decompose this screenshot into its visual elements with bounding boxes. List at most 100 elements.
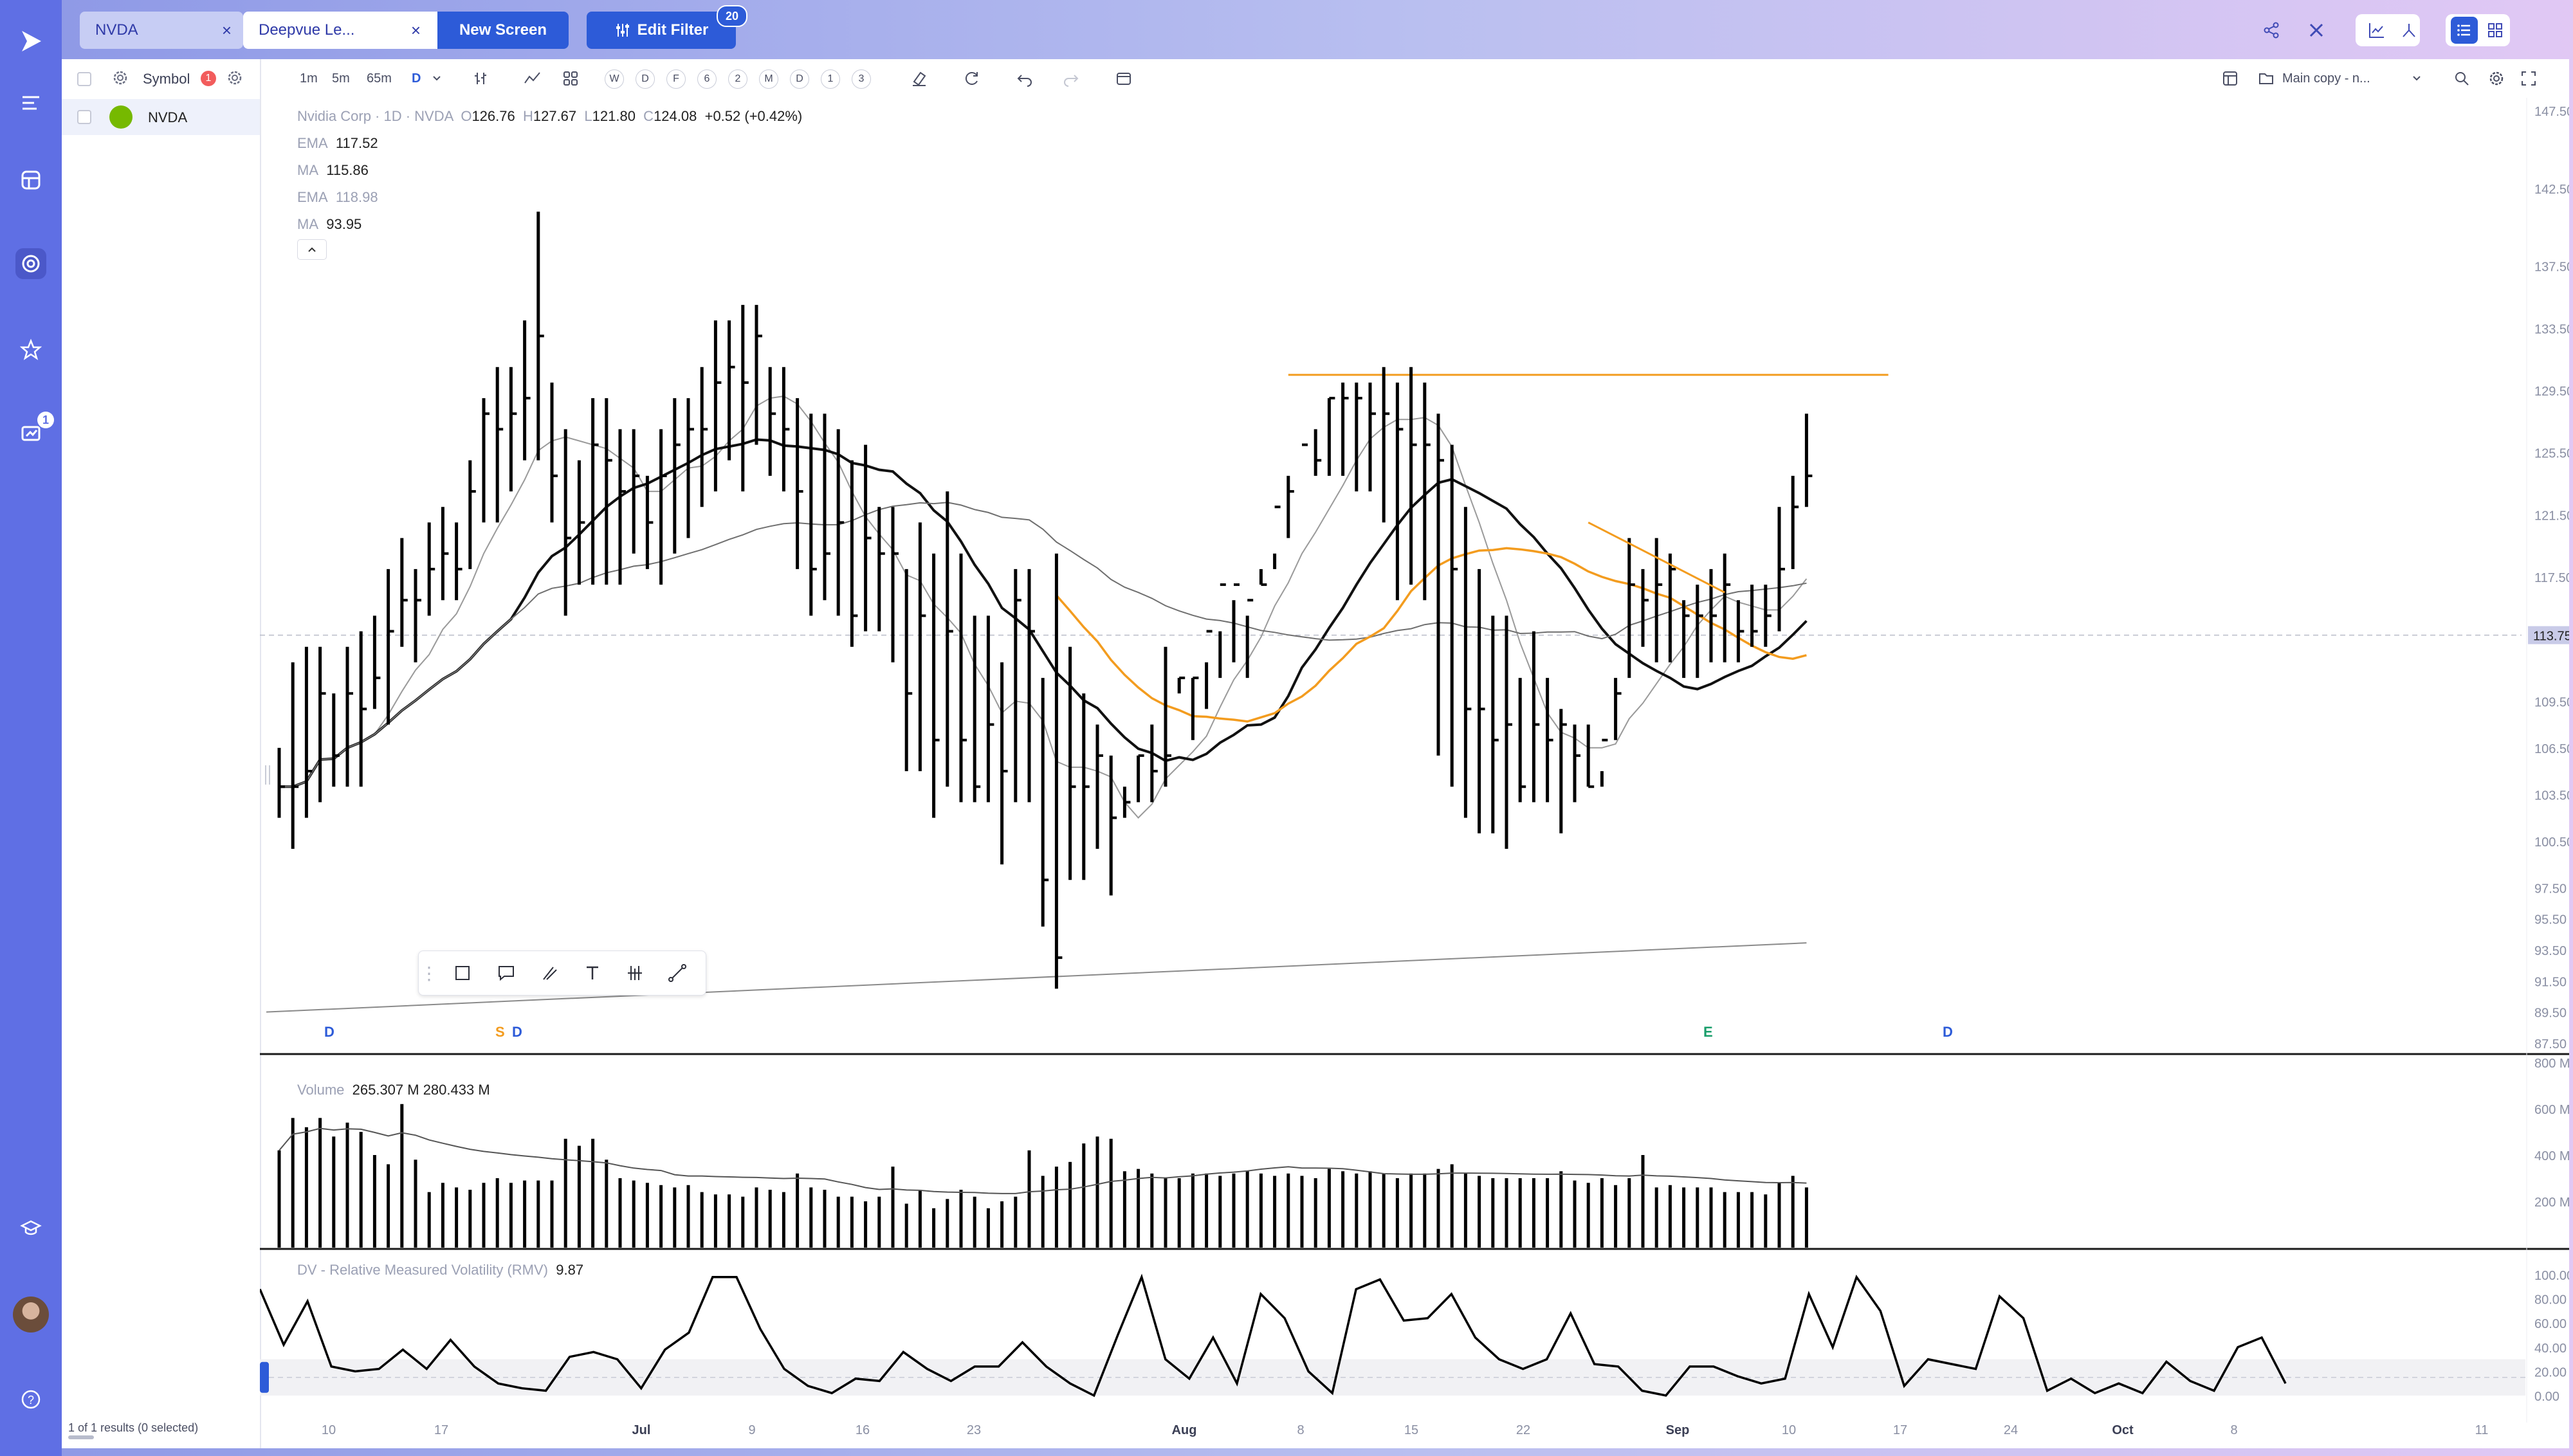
indicator-value: 118.98 bbox=[335, 189, 378, 205]
undo-icon[interactable] bbox=[1016, 69, 1033, 87]
volume-legend: Volume 265.307 M 280.433 M bbox=[297, 1082, 490, 1098]
price-axis-label: 100.50 bbox=[2534, 835, 2569, 850]
price-legend: Nvidia Corp · 1D · NVDA O126.76 H127.67 … bbox=[297, 108, 802, 125]
eraser-icon[interactable] bbox=[911, 69, 928, 87]
templates-icon[interactable] bbox=[562, 69, 579, 87]
time-axis-label: Aug bbox=[1172, 1423, 1197, 1437]
deepvue-logo-icon[interactable] bbox=[15, 26, 46, 57]
close-icon[interactable]: × bbox=[221, 20, 232, 40]
edit-filter-label: Edit Filter bbox=[637, 21, 709, 39]
close-icon[interactable]: × bbox=[410, 20, 421, 40]
zoom-search-icon[interactable] bbox=[2453, 69, 2470, 87]
volume-axis-label: 200 M bbox=[2534, 1196, 2569, 1210]
user-avatar[interactable] bbox=[13, 1297, 49, 1333]
main-content: Symbol 1 NVDA 1 of 1 results (0 selected… bbox=[62, 59, 2573, 1448]
text-icon[interactable] bbox=[580, 960, 605, 986]
time-axis-label: 8 bbox=[1297, 1423, 1304, 1437]
settings-icon[interactable] bbox=[112, 69, 129, 90]
rmv-axis-label: 60.00 bbox=[2534, 1317, 2567, 1331]
gear-icon[interactable] bbox=[2488, 69, 2505, 87]
edit-filter-button[interactable]: Edit Filter bbox=[587, 12, 736, 49]
symbol-list-panel: Symbol 1 NVDA 1 of 1 results (0 selected… bbox=[62, 59, 261, 1448]
callout-icon[interactable] bbox=[493, 960, 519, 986]
drag-handle-icon[interactable]: ⋮ bbox=[420, 963, 438, 983]
period-6[interactable]: 6 bbox=[697, 69, 717, 89]
chart-area[interactable]: 147.50 142.50 137.50 133.50 129.50 125.50 121.… bbox=[208, 98, 2573, 1448]
share-icon[interactable] bbox=[2258, 17, 2285, 44]
rmv-legend: DV - Relative Measured Volatility (RMV) … bbox=[297, 1262, 583, 1279]
chevron-up-icon bbox=[308, 247, 316, 252]
interval-1m[interactable]: 1m bbox=[300, 71, 318, 86]
event-marker: D bbox=[512, 1024, 522, 1040]
layout-name-dropdown[interactable]: Main copy - n... bbox=[2282, 71, 2370, 86]
watchlist-star-icon[interactable] bbox=[15, 334, 46, 365]
period-m[interactable]: M bbox=[759, 69, 778, 89]
interval-5m[interactable]: 5m bbox=[332, 71, 350, 86]
current-price-tag bbox=[2528, 626, 2573, 644]
period-2[interactable]: 2 bbox=[728, 69, 747, 89]
rmv-axis-label: 100.00 bbox=[2534, 1269, 2569, 1283]
period-w[interactable]: W bbox=[605, 69, 624, 89]
period-d2[interactable]: D bbox=[790, 69, 809, 89]
filter-sliders-icon bbox=[616, 24, 629, 37]
tab-nvda[interactable]: NVDA × bbox=[80, 12, 243, 49]
chart-tools-icon[interactable] bbox=[2395, 17, 2422, 44]
folder-icon[interactable] bbox=[2258, 69, 2275, 87]
row-checkbox[interactable] bbox=[77, 110, 91, 124]
education-icon[interactable] bbox=[15, 1213, 46, 1244]
line-chart-icon[interactable] bbox=[2363, 17, 2390, 44]
refresh-icon[interactable] bbox=[964, 69, 980, 87]
legend-change: +0.52 (+0.42%) bbox=[704, 108, 803, 124]
indicator-name: EMA bbox=[297, 135, 328, 151]
indicator-ma-1[interactable]: MA 115.86 bbox=[297, 162, 369, 179]
new-screen-button[interactable]: New Screen bbox=[437, 12, 569, 49]
indicator-ema-1[interactable]: EMA 117.52 bbox=[297, 135, 378, 152]
alerts-icon[interactable] bbox=[15, 418, 46, 449]
panel-resize-handle[interactable] bbox=[265, 765, 270, 785]
time-axis-label: 10 bbox=[1782, 1423, 1796, 1437]
tab-deepvue-label: Deepvue Le... bbox=[259, 21, 355, 39]
period-d[interactable]: D bbox=[636, 69, 655, 89]
x-social-icon[interactable] bbox=[2303, 17, 2330, 44]
period-1[interactable]: 1 bbox=[821, 69, 840, 89]
trendline-icon[interactable] bbox=[664, 960, 690, 986]
period-3[interactable]: 3 bbox=[852, 69, 871, 89]
horizontal-scrollbar[interactable] bbox=[68, 1435, 94, 1439]
time-axis-label: 10 bbox=[322, 1423, 336, 1437]
menu-icon[interactable] bbox=[15, 87, 46, 118]
column-settings-icon[interactable] bbox=[226, 69, 243, 90]
chart-toolbar: 1m 5m 65m D W D F 6 2 M D 1 3 bbox=[260, 59, 2569, 98]
chevron-down-icon[interactable] bbox=[2411, 69, 2422, 87]
bar-style-icon[interactable] bbox=[472, 69, 489, 87]
screener-icon[interactable] bbox=[15, 248, 46, 279]
redo-icon[interactable] bbox=[1063, 69, 1079, 87]
event-marker: E bbox=[1703, 1024, 1713, 1040]
collapse-legend-button[interactable] bbox=[297, 239, 327, 260]
price-axis-label: 89.50 bbox=[2534, 1006, 2567, 1021]
indicator-ema-2[interactable]: EMA 118.98 bbox=[297, 189, 378, 206]
help-icon[interactable]: ? bbox=[15, 1384, 46, 1415]
time-axis-label: 17 bbox=[434, 1423, 448, 1437]
select-all-checkbox[interactable] bbox=[77, 72, 91, 86]
indicator-name: MA bbox=[297, 162, 318, 178]
list-view-icon[interactable] bbox=[2451, 17, 2478, 44]
symbol-column-header[interactable]: Symbol bbox=[143, 71, 190, 87]
chevron-down-icon[interactable] bbox=[431, 69, 443, 87]
dashboard-icon[interactable] bbox=[15, 165, 46, 196]
event-marker: D bbox=[324, 1024, 334, 1040]
indicator-ma-2[interactable]: MA 93.95 bbox=[297, 216, 362, 233]
interval-65m[interactable]: 65m bbox=[367, 71, 392, 86]
snapshot-icon[interactable] bbox=[1115, 69, 1132, 87]
rectangle-icon[interactable] bbox=[450, 960, 475, 986]
drawing-toolbar: ⋮ bbox=[418, 951, 706, 996]
interval-daily[interactable]: D bbox=[412, 71, 421, 86]
list-item[interactable]: NVDA bbox=[62, 99, 260, 135]
panel-layout-icon[interactable] bbox=[2222, 69, 2239, 87]
period-f[interactable]: F bbox=[666, 69, 686, 89]
brush-icon[interactable] bbox=[537, 960, 563, 986]
indicators-icon[interactable] bbox=[524, 69, 542, 87]
pattern-icon[interactable] bbox=[622, 960, 648, 986]
grid-view-icon[interactable] bbox=[2482, 17, 2509, 44]
time-axis-label: 23 bbox=[967, 1423, 981, 1437]
fullscreen-icon[interactable] bbox=[2520, 69, 2537, 87]
